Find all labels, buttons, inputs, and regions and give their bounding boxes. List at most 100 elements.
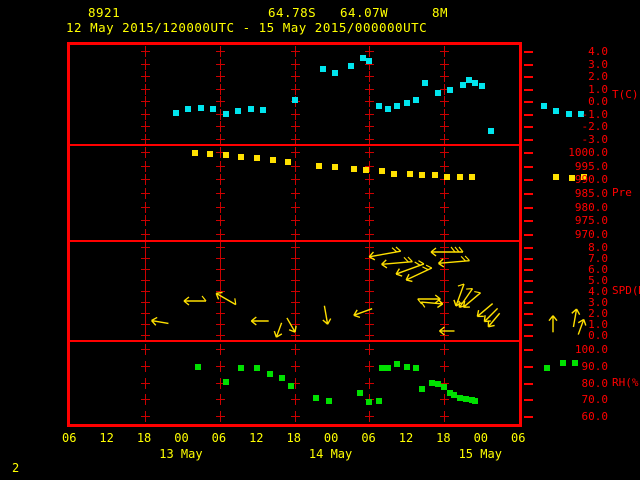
- data-point: [254, 155, 261, 162]
- y-axis-tick-label: 70.0: [581, 393, 609, 407]
- y-axis-tick: [524, 193, 533, 195]
- y-axis-tick: [524, 399, 533, 402]
- grid-tick-horizontal: [290, 193, 300, 194]
- wind-barb: [487, 312, 501, 328]
- grid-tick-horizontal: [140, 279, 150, 281]
- wind-barb: [437, 255, 470, 268]
- x-axis-group: 06 12 18 00 06 12 18 00 06 12 18 00 06 13 May 14 May 15…: [0, 430, 640, 480]
- data-point: [378, 365, 385, 372]
- data-point: [375, 397, 382, 404]
- grid-tick-horizontal: [290, 349, 300, 351]
- y-axis-tick-label: 0.0: [588, 95, 608, 109]
- x-axis-tick-label: 06: [511, 431, 526, 445]
- grid-tick-horizontal: [215, 206, 225, 208]
- grid-tick-horizontal: [215, 279, 225, 281]
- x-axis-tick-label: 18: [436, 431, 451, 445]
- wind-barb: [430, 246, 464, 257]
- data-point: [403, 99, 410, 106]
- wind-barb: [548, 315, 558, 333]
- grid-tick-horizontal: [140, 365, 150, 367]
- data-point: [313, 395, 320, 402]
- data-point: [185, 105, 192, 112]
- y-axis-tick: [524, 113, 533, 116]
- y-axis-tick: [524, 365, 533, 368]
- station-elevation: 8M: [432, 5, 449, 20]
- y-axis-tick: [524, 179, 533, 182]
- grid-tick-horizontal: [215, 302, 225, 304]
- grid-tick-horizontal: [140, 51, 150, 53]
- grid-tick-horizontal: [365, 179, 375, 181]
- grid-tick-horizontal: [440, 76, 450, 78]
- grid-tick-horizontal: [365, 349, 375, 351]
- grid-tick-horizontal: [215, 101, 225, 103]
- y-axis-tick-label: 5.0: [588, 273, 608, 287]
- grid-tick-horizontal: [365, 126, 375, 128]
- y-axis-title: T(C): [612, 88, 639, 101]
- wind-barb: [420, 299, 443, 309]
- data-point: [360, 54, 367, 61]
- x-axis-tick-label: 00: [323, 431, 339, 445]
- y-axis-tick: [524, 257, 533, 260]
- grid-tick-horizontal: [440, 51, 450, 53]
- y-axis-tick: [524, 76, 533, 79]
- data-point: [450, 391, 457, 398]
- grid-tick-horizontal: [440, 365, 450, 367]
- grid-tick-horizontal: [365, 101, 375, 103]
- data-point: [572, 360, 579, 367]
- grid-tick-horizontal: [290, 126, 300, 128]
- data-point: [459, 82, 466, 88]
- grid-tick-horizontal: [290, 246, 300, 248]
- data-point: [269, 156, 276, 163]
- y-axis-tick-label: 3.0: [588, 57, 608, 71]
- grid-tick-horizontal: [290, 234, 300, 236]
- grid-tick-horizontal: [140, 399, 150, 401]
- grid-tick-horizontal: [365, 313, 375, 315]
- data-point: [394, 103, 401, 110]
- grid-tick-horizontal: [365, 113, 375, 115]
- grid-tick-horizontal: [365, 76, 375, 78]
- data-point: [197, 104, 204, 111]
- data-point: [419, 386, 426, 393]
- data-point: [194, 363, 201, 370]
- data-point: [173, 109, 179, 116]
- wind-barb: [183, 295, 207, 306]
- grid-tick-horizontal: [365, 165, 375, 167]
- x-axis-tick-label: 06: [361, 431, 376, 445]
- grid-tick-horizontal: [365, 382, 375, 384]
- grid-tick-horizontal: [440, 138, 450, 140]
- data-point: [540, 103, 547, 110]
- data-point: [553, 173, 560, 180]
- wind-barb: [462, 290, 482, 308]
- grid-tick-horizontal: [140, 257, 150, 259]
- wind-barb: [439, 326, 455, 336]
- wind-barb: [353, 308, 373, 319]
- grid-tick-horizontal: [365, 365, 375, 367]
- grid-tick-horizontal: [290, 179, 300, 181]
- grid-tick-horizontal: [440, 151, 450, 153]
- wind-barb: [476, 302, 493, 317]
- data-point: [366, 58, 373, 65]
- x-axis-day-label: 14 May: [308, 447, 353, 461]
- data-point: [428, 380, 435, 387]
- data-point: [478, 83, 485, 90]
- data-point: [207, 151, 214, 158]
- grid-tick-horizontal: [215, 126, 225, 128]
- data-point: [316, 162, 323, 169]
- grid-tick-horizontal: [440, 113, 450, 115]
- grid-tick-horizontal: [290, 382, 300, 384]
- y-axis-tick-label: -1.0: [581, 107, 609, 121]
- grid-tick-horizontal: [440, 88, 450, 90]
- grid-tick-horizontal: [440, 234, 450, 236]
- y-axis-tick-label: 60.0: [581, 409, 609, 423]
- grid-tick-horizontal: [215, 179, 225, 181]
- data-point: [235, 108, 242, 115]
- grid-tick-horizontal: [290, 399, 300, 401]
- y-axis-tick: [524, 165, 533, 168]
- panel-pressure: [70, 145, 588, 241]
- y-axis-tick-label: 1.0: [588, 318, 608, 332]
- grid-tick-horizontal: [440, 257, 450, 259]
- data-point: [447, 87, 454, 93]
- y-axis-title: SPD(MPS): [612, 284, 640, 297]
- grid-tick-horizontal: [140, 88, 150, 90]
- grid-tick-horizontal: [290, 279, 300, 281]
